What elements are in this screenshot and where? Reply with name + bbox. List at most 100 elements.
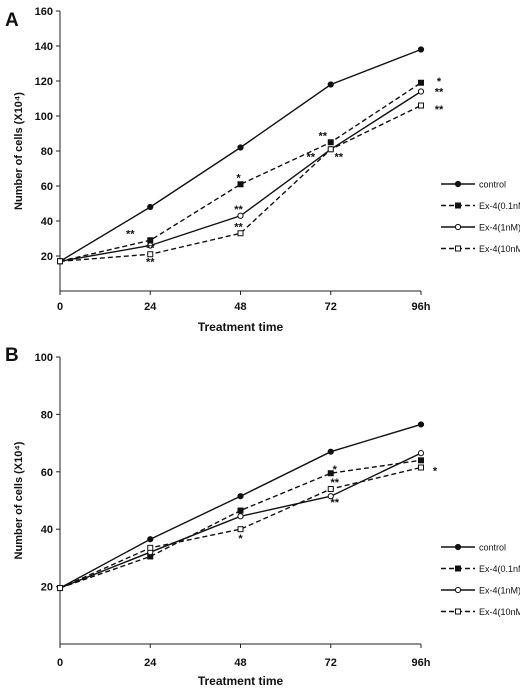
legend-label: control [479,543,506,553]
y-tick-label: 140 [35,41,53,53]
data-point [418,102,424,109]
series-ex-4-10nm [57,464,424,592]
significance-marker: ** [126,228,135,240]
legend-label: Ex-4(0.1nM) [479,201,520,211]
significance-marker: * [437,76,442,88]
y-tick-label: 40 [41,216,53,228]
y-axis-label: Number of cells (X10⁴) [13,92,25,210]
significance-marker: ** [334,151,343,163]
data-point [237,181,244,188]
significance-marker: * [236,172,241,184]
x-tick-label: 0 [57,301,63,313]
data-point [327,470,334,477]
data-point [237,212,244,219]
significance-marker: ** [146,256,155,268]
legend-marker [454,180,462,188]
legend-marker [454,543,462,551]
y-tick-label: 40 [41,524,53,536]
data-point [57,258,63,265]
data-point [57,585,63,592]
significance-marker: * [238,533,243,545]
data-point [417,88,425,95]
y-tick-label: 80 [41,409,53,421]
data-point [237,144,244,151]
series-line [59,452,422,589]
legend: control Ex-4(0.1nM) Ex-4(1nM) Ex-4(10nM) [441,543,520,617]
data-point [327,486,334,493]
significance-marker: ** [435,104,444,116]
x-tick-label: 48 [234,301,246,313]
significance-marker: * [433,465,438,477]
legend-item: control [441,180,506,190]
data-point [147,536,154,543]
legend-label: Ex-4(0.1nM) [479,564,520,574]
data-point [327,81,334,88]
data-point [327,139,334,146]
data-point [147,203,154,211]
data-point [237,526,244,533]
series-ex-4-10nm [57,102,424,265]
data-point [147,544,154,551]
x-tick-label: 48 [234,657,246,669]
x-axis-label: Treatment time [198,320,284,334]
x-tick-label: 24 [144,301,157,313]
x-tick-label: 72 [325,301,337,313]
x-tick-label: 96h [412,301,431,313]
significance-marker: ** [318,130,327,142]
legend: control Ex-4(0.1nM) Ex-4(1nM) Ex-4(10nM) [441,180,520,254]
panel-label: A [5,10,19,31]
legend-label: control [479,180,506,190]
legend-item: Ex-4(0.1nM) [441,564,520,574]
x-tick-label: 72 [325,657,337,669]
data-point [237,493,244,500]
legend-marker [454,586,462,594]
series-line [59,466,422,589]
y-tick-label: 20 [41,251,53,263]
y-tick-label: 60 [41,467,53,479]
series-ex-4-1nm [56,450,425,592]
x-tick-label: 96h [412,657,431,669]
legend-marker [455,608,461,615]
y-tick-label: 120 [35,76,53,88]
significance-marker: ** [330,497,339,509]
x-axis-label: Treatment time [198,674,284,688]
y-tick-label: 100 [35,352,53,364]
data-point [327,146,334,153]
y-axis-label: Number of cells (X10⁴) [13,441,25,559]
data-point [147,242,154,249]
y-tick-label: 20 [41,582,53,594]
significance-marker: ** [435,87,444,99]
chart-panel-a: A 20 40 60 80 100 120 140 160 0 24 48 72 96h Treatment… [5,6,520,334]
data-point [237,230,244,237]
data-point [417,421,425,428]
significance-marker: ** [330,477,339,489]
y-tick-label: 160 [35,6,53,18]
legend-marker [455,245,461,252]
y-tick-label: 60 [41,181,53,193]
legend-item: Ex-4(10nM) [441,244,520,254]
y-tick-label: 100 [35,111,53,123]
significance-marker: ** [306,151,315,163]
legend-marker [455,565,461,572]
data-point [327,493,334,500]
legend-label: Ex-4(10nM) [479,244,520,254]
data-point [417,46,425,53]
data-point [418,457,424,464]
legend-marker [455,202,461,209]
data-point [237,507,244,514]
chart-panel-b: B 20 40 60 80 100 0 24 48 72 96h Treatment time Numb… [5,345,520,688]
data-point [237,513,244,520]
legend-item: Ex-4(10nM) [441,607,520,617]
significance-marker: * [333,464,338,476]
x-tick-label: 24 [144,657,157,669]
data-point [417,450,425,457]
significance-marker: ** [234,204,243,216]
legend-marker [454,223,462,231]
data-point [418,464,424,471]
legend-item: control [441,543,506,553]
legend-item: Ex-4(1nM) [441,223,520,233]
legend-item: Ex-4(1nM) [441,586,520,596]
legend-label: Ex-4(1nM) [479,223,520,233]
panel-label: B [5,345,19,366]
